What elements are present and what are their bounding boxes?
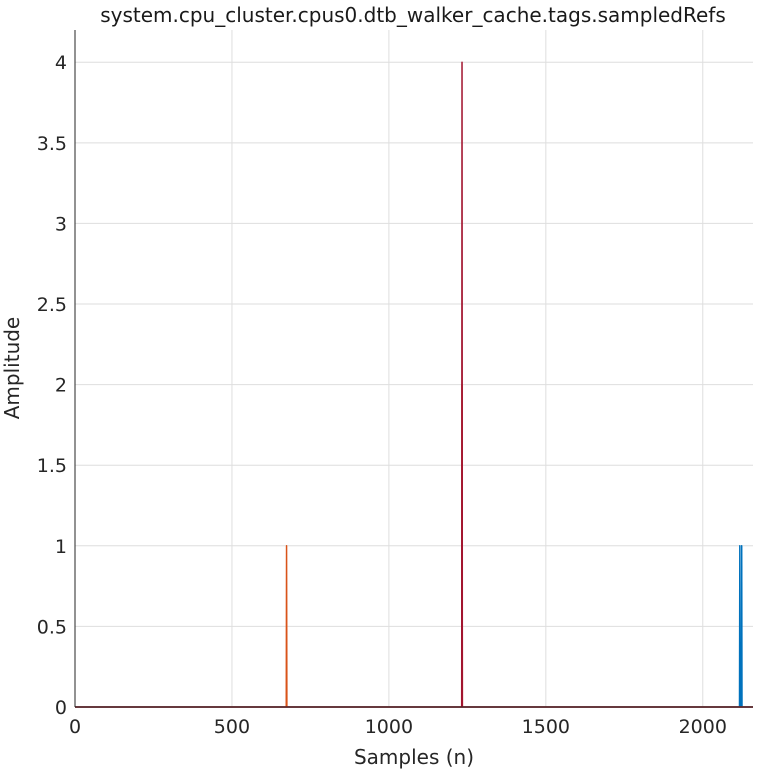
x-tick-label: 1000 (365, 716, 413, 738)
y-axis-label: Amplitude (0, 317, 24, 420)
x-axis-label: Samples (n) (354, 745, 474, 769)
y-tick-label: 1 (55, 536, 67, 558)
x-tick-label: 0 (69, 716, 81, 738)
y-tick-label: 0.5 (37, 616, 67, 638)
y-tick-label: 0 (55, 697, 67, 719)
y-tick-label: 2.5 (37, 294, 67, 316)
x-tick-label: 2000 (679, 716, 727, 738)
chart-title: system.cpu_cluster.cpus0.dtb_walker_cach… (100, 3, 726, 27)
x-tick-label: 1500 (522, 716, 570, 738)
y-tick-label: 1.5 (37, 455, 67, 477)
plot-background (75, 30, 753, 707)
y-tick-label: 2 (55, 375, 67, 397)
y-tick-label: 3.5 (37, 133, 67, 155)
y-tick-label: 4 (55, 52, 67, 74)
x-tick-label: 500 (214, 716, 250, 738)
y-tick-label: 3 (55, 213, 67, 235)
y-tick-labels: 0 0.5 1 1.5 2 2.5 3 3.5 4 (37, 52, 67, 719)
x-tick-labels: 0 500 1000 1500 2000 (69, 716, 727, 738)
